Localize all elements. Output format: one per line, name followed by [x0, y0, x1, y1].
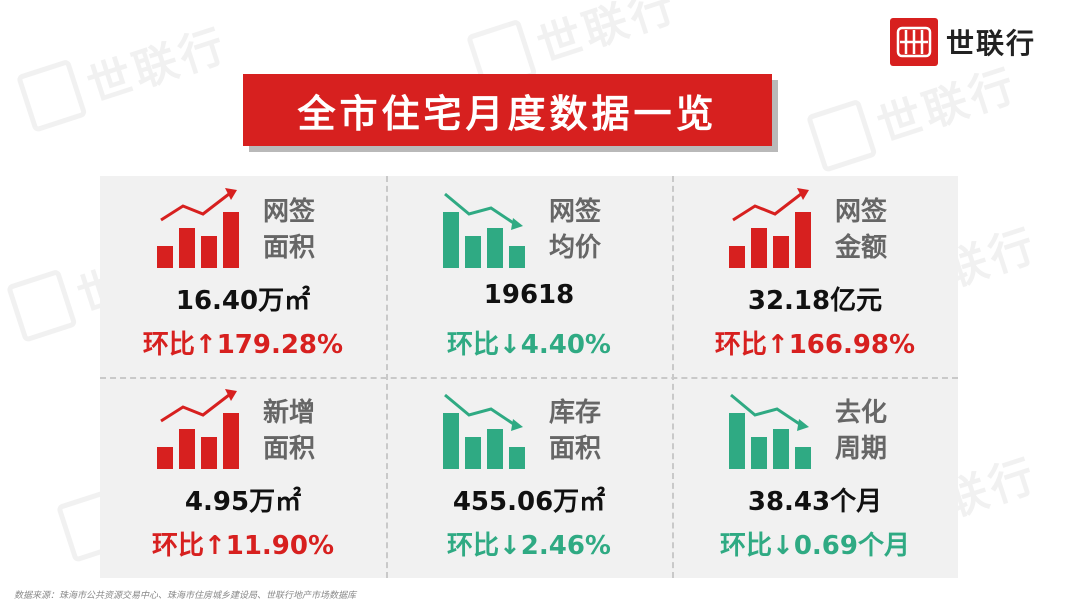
- brand-logo: 世联行: [890, 18, 1036, 66]
- stat-card-signed-amount: 网签 金额 32.18亿元 环比↑166.98%: [672, 176, 958, 377]
- stat-value: 32.18亿元: [747, 286, 883, 316]
- bar-chart-down-icon: [729, 393, 811, 469]
- stat-label: 库存 面积: [549, 398, 602, 464]
- stat-change: 环比↓4.40%: [447, 330, 611, 360]
- watermark: 世联行: [805, 49, 1024, 175]
- watermark: 世联行: [15, 9, 234, 135]
- stat-value: 16.40万㎡: [175, 286, 311, 316]
- stat-value: 455.06万㎡: [452, 487, 606, 517]
- stat-card-new-area: 新增 面积 4.95万㎡ 环比↑11.90%: [100, 377, 386, 578]
- data-source-note: 数据来源：珠海市公共资源交易中心、珠海市住房城乡建设局、世联行地产市场数据库: [14, 591, 357, 601]
- stat-change: 环比↑179.28%: [142, 330, 344, 360]
- stat-label: 去化 周期: [835, 398, 888, 464]
- stat-value: 4.95万㎡: [184, 487, 302, 517]
- stat-value: 19618: [483, 280, 575, 310]
- stat-change: 环比↑11.90%: [151, 531, 335, 561]
- bar-chart-up-icon: [157, 389, 239, 469]
- stat-card-signed-price: 网签 均价 19618 环比↓4.40%: [386, 176, 672, 377]
- brand-name: 世联行: [946, 27, 1037, 60]
- stat-value: 38.43个月: [747, 487, 883, 517]
- bar-chart-down-icon: [443, 393, 525, 469]
- stat-label: 网签 面积: [263, 197, 316, 263]
- bar-chart-up-icon: [157, 188, 239, 268]
- stat-card-signed-area: 网签 面积 16.40万㎡ 环比↑179.28%: [100, 176, 386, 377]
- stat-label: 网签 均价: [549, 197, 602, 263]
- stat-change: 环比↓0.69个月: [720, 531, 910, 561]
- stat-label: 新增 面积: [263, 398, 316, 464]
- stat-label: 网签 金额: [835, 197, 888, 263]
- stats-grid: 网签 面积 16.40万㎡ 环比↑179.28% 网签 均价 19618 环比↓4.…: [100, 176, 958, 578]
- title-banner: 全市住宅月度数据一览: [243, 74, 772, 146]
- stat-change: 环比↑166.98%: [714, 330, 916, 360]
- stat-change: 环比↓2.46%: [447, 531, 611, 561]
- logo-mark-icon: [890, 18, 938, 66]
- bar-chart-up-icon: [729, 188, 811, 268]
- grid-divider: [100, 377, 958, 379]
- page-title: 全市住宅月度数据一览: [297, 91, 718, 136]
- stat-card-absorption-period: 去化 周期 38.43个月 环比↓0.69个月: [672, 377, 958, 578]
- bar-chart-down-icon: [443, 192, 525, 268]
- stat-card-inventory-area: 库存 面积 455.06万㎡ 环比↓2.46%: [386, 377, 672, 578]
